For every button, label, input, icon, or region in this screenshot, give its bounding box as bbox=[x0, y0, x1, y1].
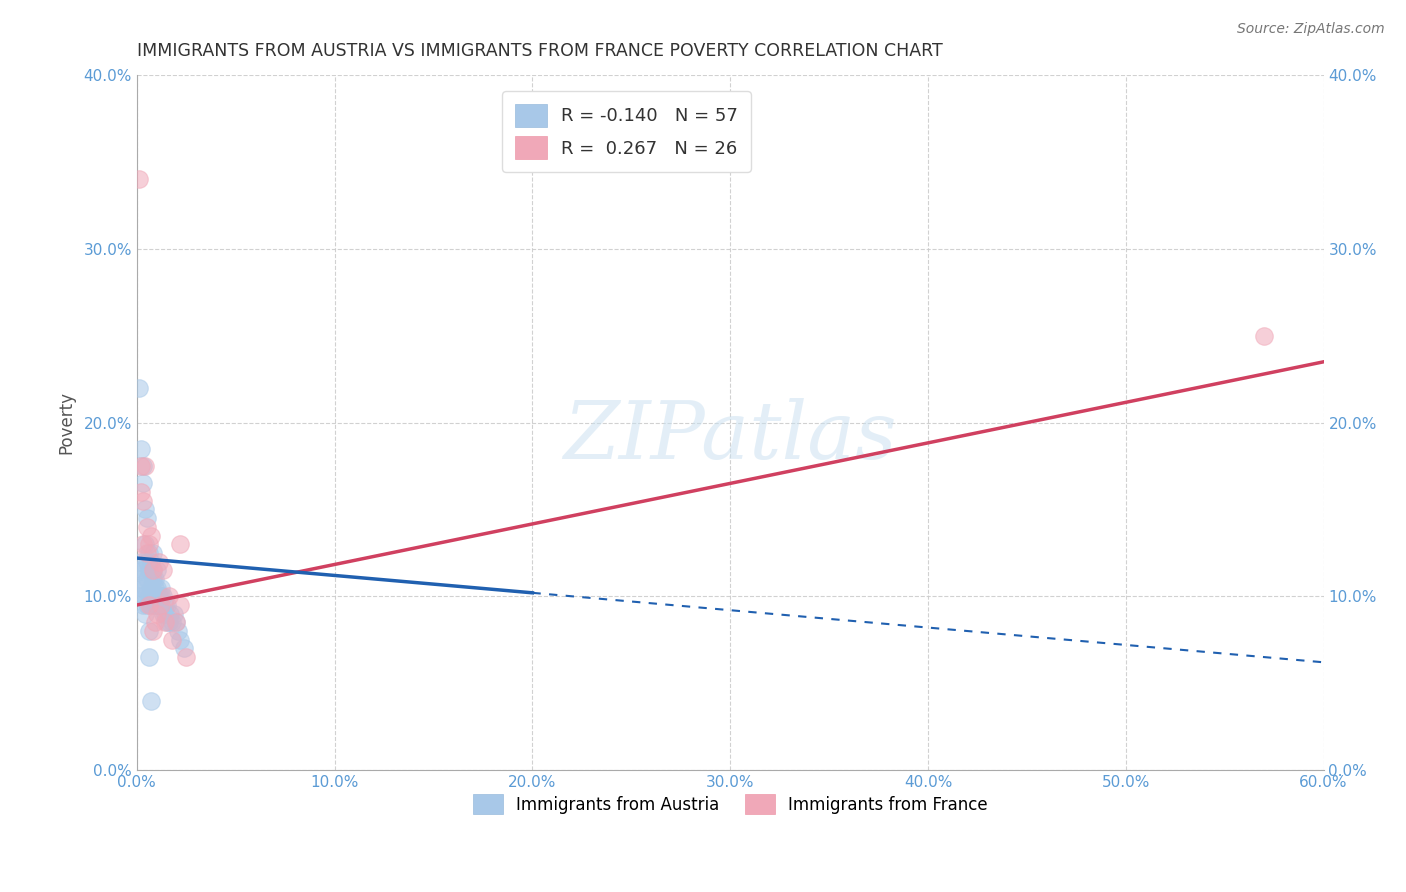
Point bbox=[132, 581, 155, 595]
Point bbox=[142, 546, 165, 560]
Point bbox=[138, 624, 160, 638]
Point bbox=[138, 598, 160, 612]
Point bbox=[138, 546, 160, 560]
Point bbox=[129, 589, 152, 603]
Text: Source: ZipAtlas.com: Source: ZipAtlas.com bbox=[1237, 22, 1385, 37]
Point bbox=[139, 693, 162, 707]
Point bbox=[128, 381, 150, 395]
Point bbox=[132, 493, 155, 508]
Point bbox=[132, 458, 155, 473]
Point bbox=[155, 615, 177, 630]
Point bbox=[145, 581, 167, 595]
Point bbox=[169, 537, 191, 551]
Point bbox=[139, 598, 162, 612]
Point bbox=[145, 563, 167, 577]
Point bbox=[152, 607, 174, 621]
Point bbox=[132, 476, 155, 491]
Point bbox=[165, 615, 187, 630]
Point bbox=[159, 607, 181, 621]
Point bbox=[129, 442, 152, 456]
Point bbox=[129, 485, 152, 500]
Point bbox=[134, 502, 156, 516]
Point bbox=[145, 607, 167, 621]
Point bbox=[142, 563, 165, 577]
Point bbox=[143, 615, 166, 630]
Point bbox=[152, 563, 174, 577]
Point bbox=[129, 572, 152, 586]
Point bbox=[162, 632, 184, 647]
Point bbox=[152, 589, 174, 603]
Point bbox=[167, 624, 190, 638]
Point bbox=[143, 572, 166, 586]
Point bbox=[162, 615, 184, 630]
Point bbox=[149, 598, 172, 612]
Point bbox=[134, 607, 156, 621]
Point bbox=[142, 624, 165, 638]
Point bbox=[135, 555, 157, 569]
Point bbox=[1253, 328, 1275, 343]
Point bbox=[134, 458, 156, 473]
Point bbox=[165, 615, 187, 630]
Point bbox=[173, 641, 195, 656]
Text: IMMIGRANTS FROM AUSTRIA VS IMMIGRANTS FROM FRANCE POVERTY CORRELATION CHART: IMMIGRANTS FROM AUSTRIA VS IMMIGRANTS FR… bbox=[136, 42, 942, 60]
Point bbox=[132, 563, 155, 577]
Point bbox=[138, 650, 160, 665]
Point bbox=[135, 546, 157, 560]
Point bbox=[142, 563, 165, 577]
Point bbox=[142, 572, 165, 586]
Point bbox=[148, 555, 170, 569]
Point bbox=[149, 589, 172, 603]
Point bbox=[153, 598, 176, 612]
Point bbox=[128, 563, 150, 577]
Text: ZIPatlas: ZIPatlas bbox=[564, 398, 897, 475]
Point bbox=[143, 598, 166, 612]
Point bbox=[157, 615, 180, 630]
Point bbox=[143, 581, 166, 595]
Point bbox=[153, 607, 176, 621]
Point bbox=[135, 598, 157, 612]
Point bbox=[169, 632, 191, 647]
Point bbox=[132, 598, 155, 612]
Point bbox=[138, 563, 160, 577]
Point bbox=[163, 607, 186, 621]
Point bbox=[128, 581, 150, 595]
Point bbox=[129, 555, 152, 569]
Legend: Immigrants from Austria, Immigrants from France: Immigrants from Austria, Immigrants from… bbox=[463, 784, 997, 824]
Point bbox=[148, 598, 170, 612]
Point bbox=[148, 589, 170, 603]
Point bbox=[157, 589, 180, 603]
Point bbox=[155, 598, 177, 612]
Y-axis label: Poverty: Poverty bbox=[58, 391, 75, 454]
Point bbox=[142, 589, 165, 603]
Point bbox=[169, 598, 191, 612]
Point bbox=[149, 581, 172, 595]
Point bbox=[135, 572, 157, 586]
Point bbox=[129, 458, 152, 473]
Point bbox=[138, 537, 160, 551]
Point bbox=[176, 650, 198, 665]
Point bbox=[139, 581, 162, 595]
Point bbox=[153, 615, 176, 630]
Point bbox=[134, 589, 156, 603]
Point bbox=[145, 598, 167, 612]
Point bbox=[134, 537, 156, 551]
Point bbox=[139, 555, 162, 569]
Point bbox=[139, 528, 162, 542]
Point bbox=[128, 172, 150, 186]
Point bbox=[135, 520, 157, 534]
Point bbox=[135, 511, 157, 525]
Point bbox=[132, 537, 155, 551]
Point bbox=[138, 589, 160, 603]
